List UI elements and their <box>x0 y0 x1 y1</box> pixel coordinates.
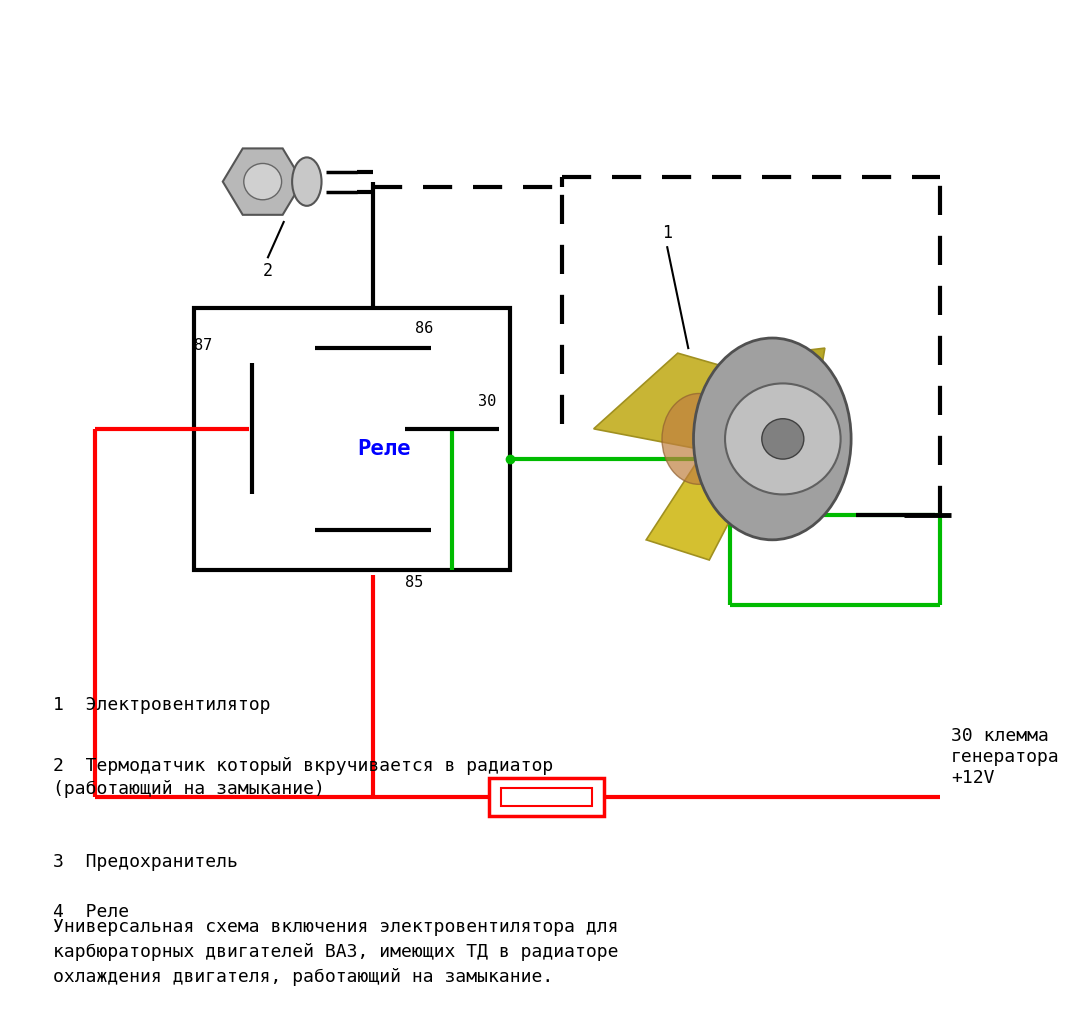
Text: 85: 85 <box>405 575 422 590</box>
Ellipse shape <box>292 157 322 206</box>
Ellipse shape <box>662 394 735 484</box>
Text: 1: 1 <box>662 224 672 242</box>
Bar <box>501 788 592 806</box>
Text: 86: 86 <box>415 321 433 336</box>
Text: 4  Реле: 4 Реле <box>53 903 129 921</box>
Bar <box>488 778 604 816</box>
Text: 30 клемма
генератора
+12V: 30 клемма генератора +12V <box>951 727 1059 787</box>
Polygon shape <box>594 353 752 449</box>
Text: 87: 87 <box>194 338 213 353</box>
Text: 30: 30 <box>478 394 497 409</box>
Circle shape <box>244 163 282 200</box>
Text: 2  Термодатчик который вкручивается в радиатор
(работающий на замыкание): 2 Термодатчик который вкручивается в рад… <box>53 757 553 798</box>
Ellipse shape <box>693 338 851 540</box>
Polygon shape <box>646 429 752 560</box>
Text: 3  Предохранитель: 3 Предохранитель <box>53 853 238 871</box>
Circle shape <box>761 419 804 459</box>
Text: 1  Электровентилятор: 1 Электровентилятор <box>53 696 270 714</box>
Text: 2: 2 <box>262 262 273 281</box>
Bar <box>194 308 510 570</box>
Circle shape <box>725 383 840 494</box>
Text: Универсальная схема включения электровентилятора для
карбюраторных двигателей ВА: Универсальная схема включения электровен… <box>53 918 618 986</box>
Polygon shape <box>741 348 825 429</box>
Text: Реле: Реле <box>356 439 410 459</box>
